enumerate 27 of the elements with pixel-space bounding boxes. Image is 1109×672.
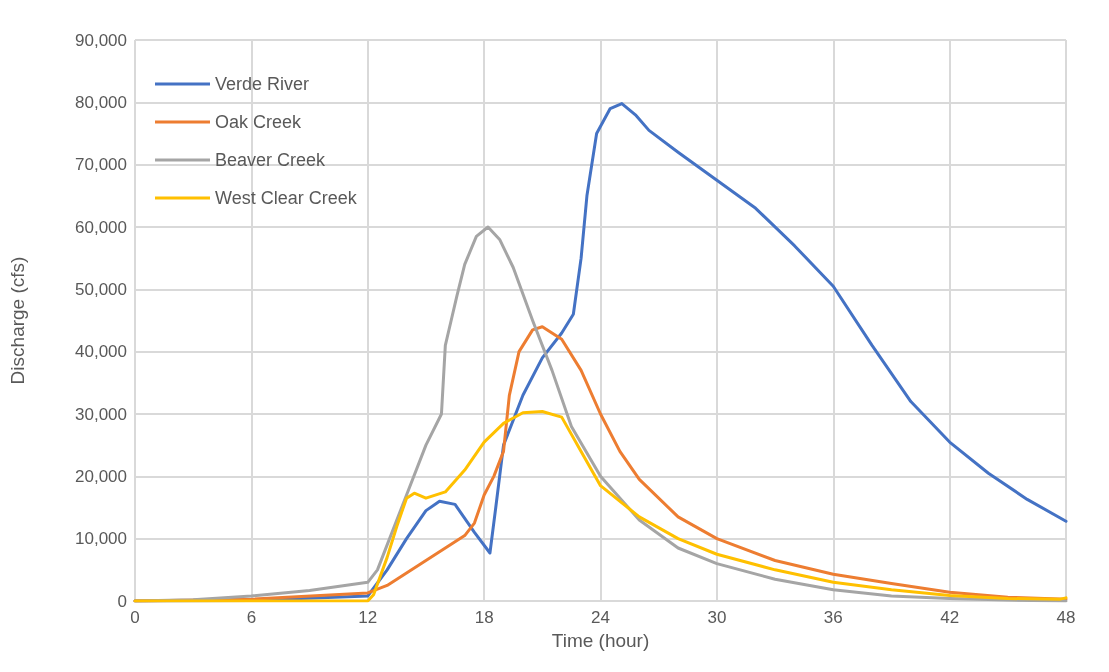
line-series — [133, 225, 1068, 603]
line-series — [133, 410, 1068, 603]
y-tick-label: 40,000 — [75, 342, 127, 362]
x-tick-label: 12 — [358, 608, 378, 627]
x-tick-label: 18 — [474, 608, 494, 627]
x-axis-title: Time (hour) — [551, 629, 650, 651]
legend-label: Beaver Creek — [215, 150, 327, 170]
x-tick-label: 6 — [246, 608, 257, 627]
x-tick-label: 48 — [1056, 608, 1076, 627]
x-tick-label: 42 — [940, 608, 960, 627]
x-tick-label: 0 — [130, 608, 140, 627]
y-tick-label: 50,000 — [75, 279, 127, 299]
y-tick-label: 10,000 — [75, 529, 127, 549]
y-tick-label: 70,000 — [75, 155, 127, 175]
legend-label: Oak Creek — [215, 112, 303, 132]
x-tick-label: 36 — [823, 608, 843, 627]
y-tick-label: 80,000 — [75, 92, 127, 112]
legend-label: Verde River — [215, 74, 310, 94]
x-tick-label: 24 — [591, 608, 610, 627]
y-tick-label: 90,000 — [75, 30, 127, 50]
y-axis-title: Discharge (cfs) — [7, 256, 28, 385]
y-tick-label: 0 — [117, 591, 127, 611]
legend-label: West Clear Creek — [215, 188, 358, 208]
y-tick-label: 60,000 — [75, 217, 127, 237]
x-tick-label: 30 — [707, 608, 727, 627]
y-tick-label: 30,000 — [75, 404, 127, 424]
y-tick-label: 20,000 — [75, 466, 127, 486]
